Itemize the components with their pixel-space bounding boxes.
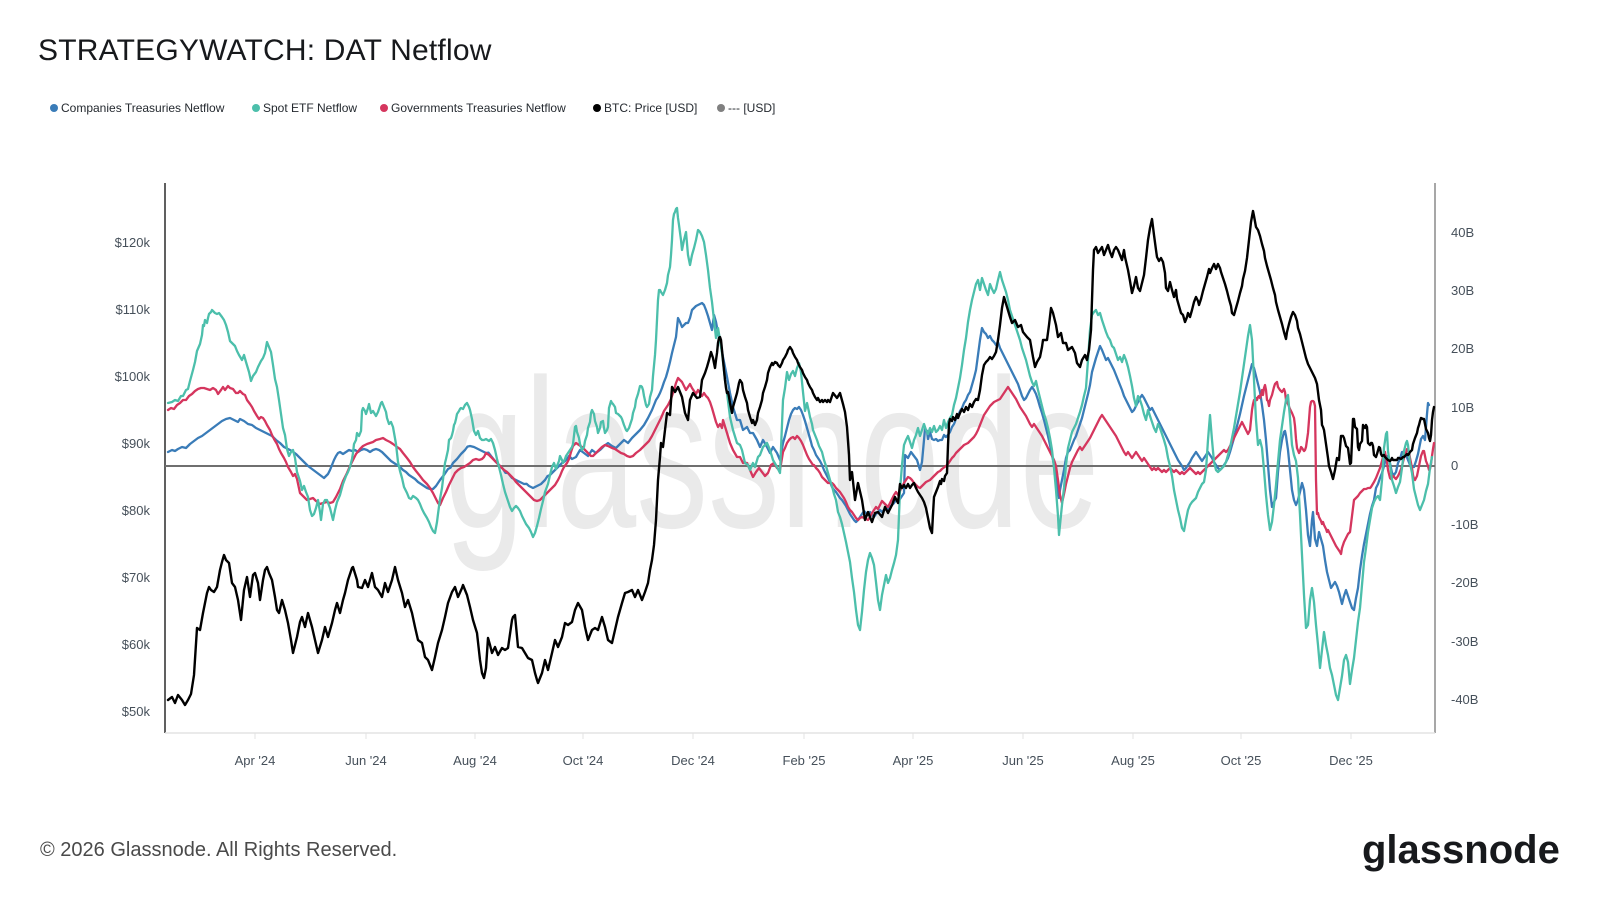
svg-text:Jun '25: Jun '25 bbox=[1002, 753, 1044, 768]
svg-text:Dec '25: Dec '25 bbox=[1329, 753, 1373, 768]
svg-text:Dec '24: Dec '24 bbox=[671, 753, 715, 768]
svg-text:$60k: $60k bbox=[122, 637, 151, 652]
svg-text:$80k: $80k bbox=[122, 503, 151, 518]
svg-text:0: 0 bbox=[1451, 458, 1458, 473]
svg-text:Aug '24: Aug '24 bbox=[453, 753, 497, 768]
svg-text:$70k: $70k bbox=[122, 570, 151, 585]
svg-text:$100k: $100k bbox=[115, 369, 151, 384]
svg-text:20B: 20B bbox=[1451, 341, 1474, 356]
svg-text:-20B: -20B bbox=[1451, 575, 1478, 590]
svg-text:$120k: $120k bbox=[115, 235, 151, 250]
svg-text:Jun '24: Jun '24 bbox=[345, 753, 387, 768]
svg-text:Aug '25: Aug '25 bbox=[1111, 753, 1155, 768]
svg-text:Apr '24: Apr '24 bbox=[235, 753, 276, 768]
svg-text:-40B: -40B bbox=[1451, 692, 1478, 707]
svg-text:Oct '25: Oct '25 bbox=[1221, 753, 1262, 768]
svg-text:40B: 40B bbox=[1451, 225, 1474, 240]
svg-text:10B: 10B bbox=[1451, 400, 1474, 415]
svg-text:Oct '24: Oct '24 bbox=[563, 753, 604, 768]
svg-text:-10B: -10B bbox=[1451, 517, 1478, 532]
svg-text:$50k: $50k bbox=[122, 704, 151, 719]
svg-text:Feb '25: Feb '25 bbox=[783, 753, 826, 768]
svg-text:30B: 30B bbox=[1451, 283, 1474, 298]
svg-text:-30B: -30B bbox=[1451, 634, 1478, 649]
svg-text:Apr '25: Apr '25 bbox=[893, 753, 934, 768]
svg-text:$110k: $110k bbox=[116, 302, 151, 317]
svg-text:$90k: $90k bbox=[122, 436, 151, 451]
